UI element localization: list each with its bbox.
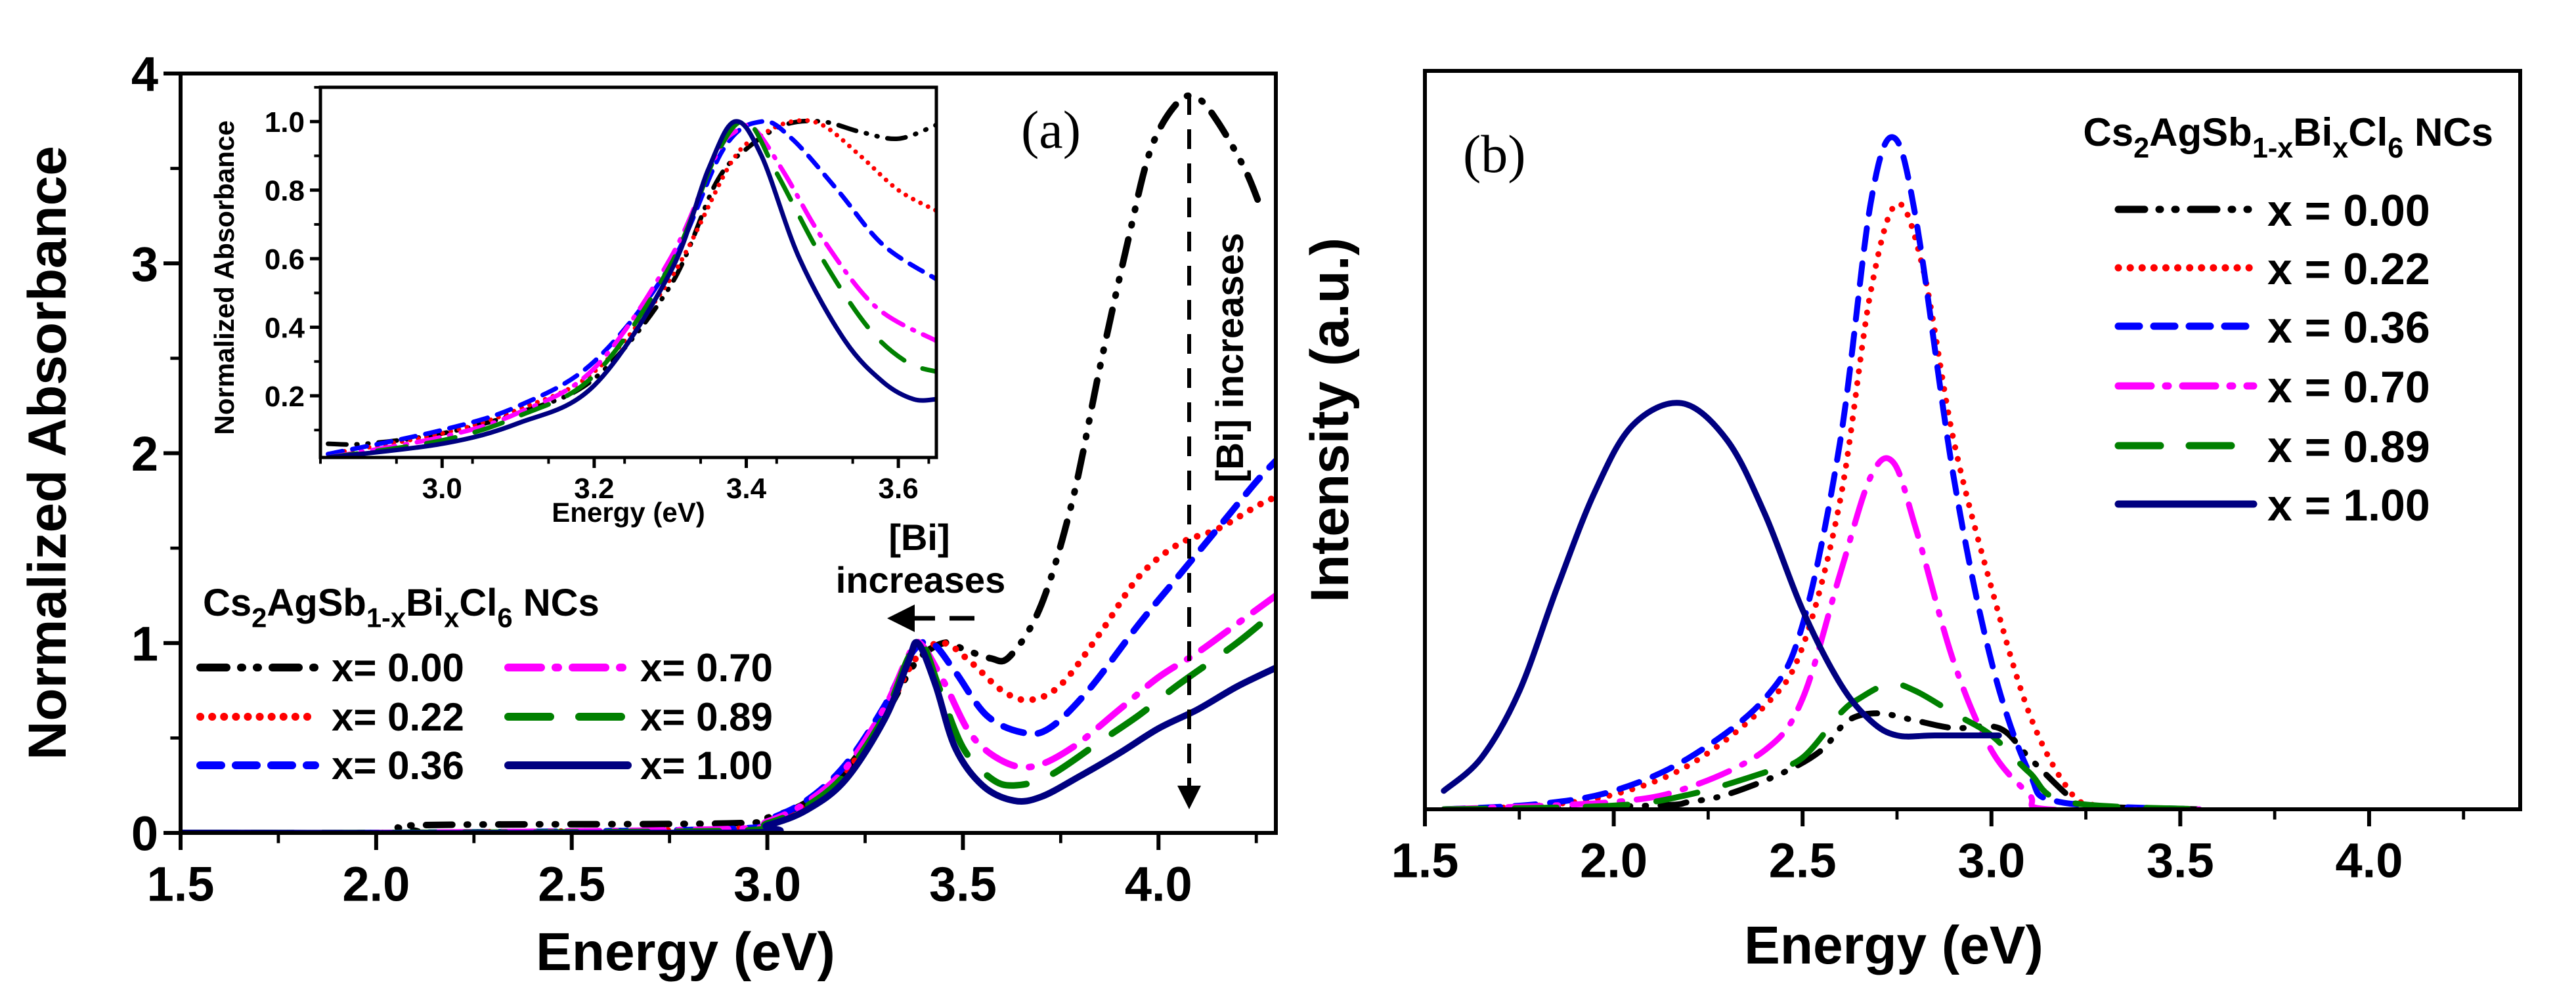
legend-label: x= 0.22 [332, 695, 464, 739]
legend-title-subscript: 6 [2388, 133, 2403, 164]
x-axis-label: Energy (eV) [552, 497, 705, 528]
legend-title-subscript: x [444, 602, 459, 633]
annotations: (a) (b) [Bi] increases [Bi] increases [836, 95, 1526, 809]
legend-title-part: Cs [2083, 110, 2133, 154]
legend-title-part: AgSb [267, 582, 366, 624]
legend-label: x = 1.00 [2267, 480, 2430, 530]
legend-title-part: NCs [513, 582, 600, 624]
x-tick-label: 3.6 [879, 473, 919, 505]
series-line-solid [1441, 400, 2002, 794]
series-line-dash-dot-dot [181, 92, 1264, 833]
legend-label: x = 0.89 [2267, 422, 2430, 472]
x-axis-label: Energy (eV) [536, 922, 835, 982]
series-line-long-dash [326, 119, 936, 457]
vertical-arrow-label: [Bi] increases [1209, 233, 1252, 482]
legend-label: x = 0.70 [2267, 362, 2430, 412]
x-tick-label: 2.0 [342, 857, 410, 912]
y-tick-label: 1 [131, 616, 158, 671]
y-tick-label: 0.2 [265, 381, 305, 413]
panel-label-a: (a) [1021, 100, 1081, 159]
legend-label: x= 0.00 [332, 646, 464, 690]
x-tick-label: 2.0 [1580, 834, 1648, 888]
y-axis-label: Normalized Absorbance [18, 146, 77, 760]
legend-title-part: Bi [2293, 110, 2332, 154]
x-tick-label: 2.5 [1769, 834, 1837, 888]
series-line-long-dash [1441, 680, 2202, 809]
y-tick-label: 0.4 [265, 312, 305, 344]
panel-b: 1.5 2.0 2.5 3.0 3.5 4.0 Energy (eV) Intensity (… [1300, 69, 2522, 975]
legend-title-part: NCs [2403, 110, 2493, 154]
x-tick-label: 4.0 [1125, 857, 1192, 912]
y-tick-label: 0 [131, 807, 158, 861]
series-line-dash-dot [1441, 455, 2202, 809]
legend-title-part: Cl [459, 582, 497, 624]
x-tick-label: 4.0 [2335, 834, 2403, 888]
inset-background [320, 87, 936, 457]
legend-title-part: Cs [203, 582, 251, 624]
legend-label: x= 0.89 [640, 695, 773, 739]
series-line-solid [326, 119, 936, 457]
x-tick-label: 3.5 [929, 857, 997, 912]
x-tick-label: 3.2 [574, 473, 614, 505]
horizontal-arrow-label-line1: [Bi] [888, 517, 950, 558]
y-tick-label: 0.6 [265, 244, 305, 276]
x-tick-label: 1.5 [147, 857, 215, 912]
y-axis-label: Intensity (a.u.) [1300, 238, 1360, 603]
legend-title-part: AgSb [2149, 110, 2252, 154]
x-axis-label: Energy (eV) [1744, 916, 2043, 975]
panel-label-b: (b) [1463, 124, 1526, 184]
legend-title: Cs2AgSb1-xBixCl6 NCs [2083, 110, 2493, 164]
y-tick-label: 3 [131, 237, 158, 291]
x-tick-label: 3.0 [1957, 834, 2025, 888]
x-tick-label: 3.0 [733, 857, 801, 912]
legend-title: Cs2AgSb1-xBixCl6 NCs [203, 582, 600, 633]
legend-label: x= 1.00 [640, 744, 773, 788]
legend-title-subscript: 1-x [2252, 133, 2293, 164]
x-tick-label: 3.4 [726, 473, 767, 505]
legend-label: x= 0.70 [640, 646, 773, 690]
x-tick-label: 2.5 [538, 857, 605, 912]
y-tick-label: 2 [131, 427, 158, 481]
y-tick-label: 4 [131, 47, 158, 102]
legend-label: x = 0.22 [2267, 244, 2430, 294]
series-line-dash-dot-dot [1441, 710, 2202, 809]
series-group [326, 117, 936, 457]
legend-label: x= 0.36 [332, 744, 464, 788]
legend-label: x = 0.36 [2267, 303, 2430, 352]
legend-title-part: Bi [406, 582, 444, 624]
series-line-dot [1441, 200, 2202, 809]
horizontal-arrow-label-line2: increases [836, 559, 1005, 601]
legend-title-subscript: 2 [251, 602, 267, 633]
series-line-dash-dot [326, 123, 936, 457]
y-tick-label: 0.8 [265, 175, 305, 207]
legend-title-subscript: 2 [2133, 133, 2149, 164]
legend-title-part: Cl [2348, 110, 2388, 154]
panel-a: 1.5 2.0 2.5 3.0 3.5 4.0 0 1 2 3 4 Energy (eV) Normal… [18, 47, 1278, 982]
y-axis-label: Normalized Absorbance [209, 120, 240, 435]
legend-title-subscript: 1-x [366, 602, 406, 633]
legend-title-subscript: 6 [497, 602, 512, 633]
x-tick-label: 3.0 [422, 473, 462, 505]
plot-frame [1423, 69, 2522, 811]
series-line-dot [326, 117, 936, 457]
x-tick-label: 1.5 [1391, 834, 1459, 888]
series-line-dash [1441, 134, 2202, 809]
legend-title-subscript: x [2332, 133, 2348, 164]
series-group [1441, 134, 2202, 809]
legend-label: x = 0.00 [2267, 186, 2430, 236]
panel-a-inset: 3.0 3.2 3.4 3.6 0.2 0.4 0.6 0.8 1.0 Energy (eV) No… [209, 85, 938, 528]
x-tick-label: 3.5 [2147, 834, 2214, 888]
y-tick-label: 1.0 [265, 106, 305, 138]
plot-frame [318, 85, 938, 459]
